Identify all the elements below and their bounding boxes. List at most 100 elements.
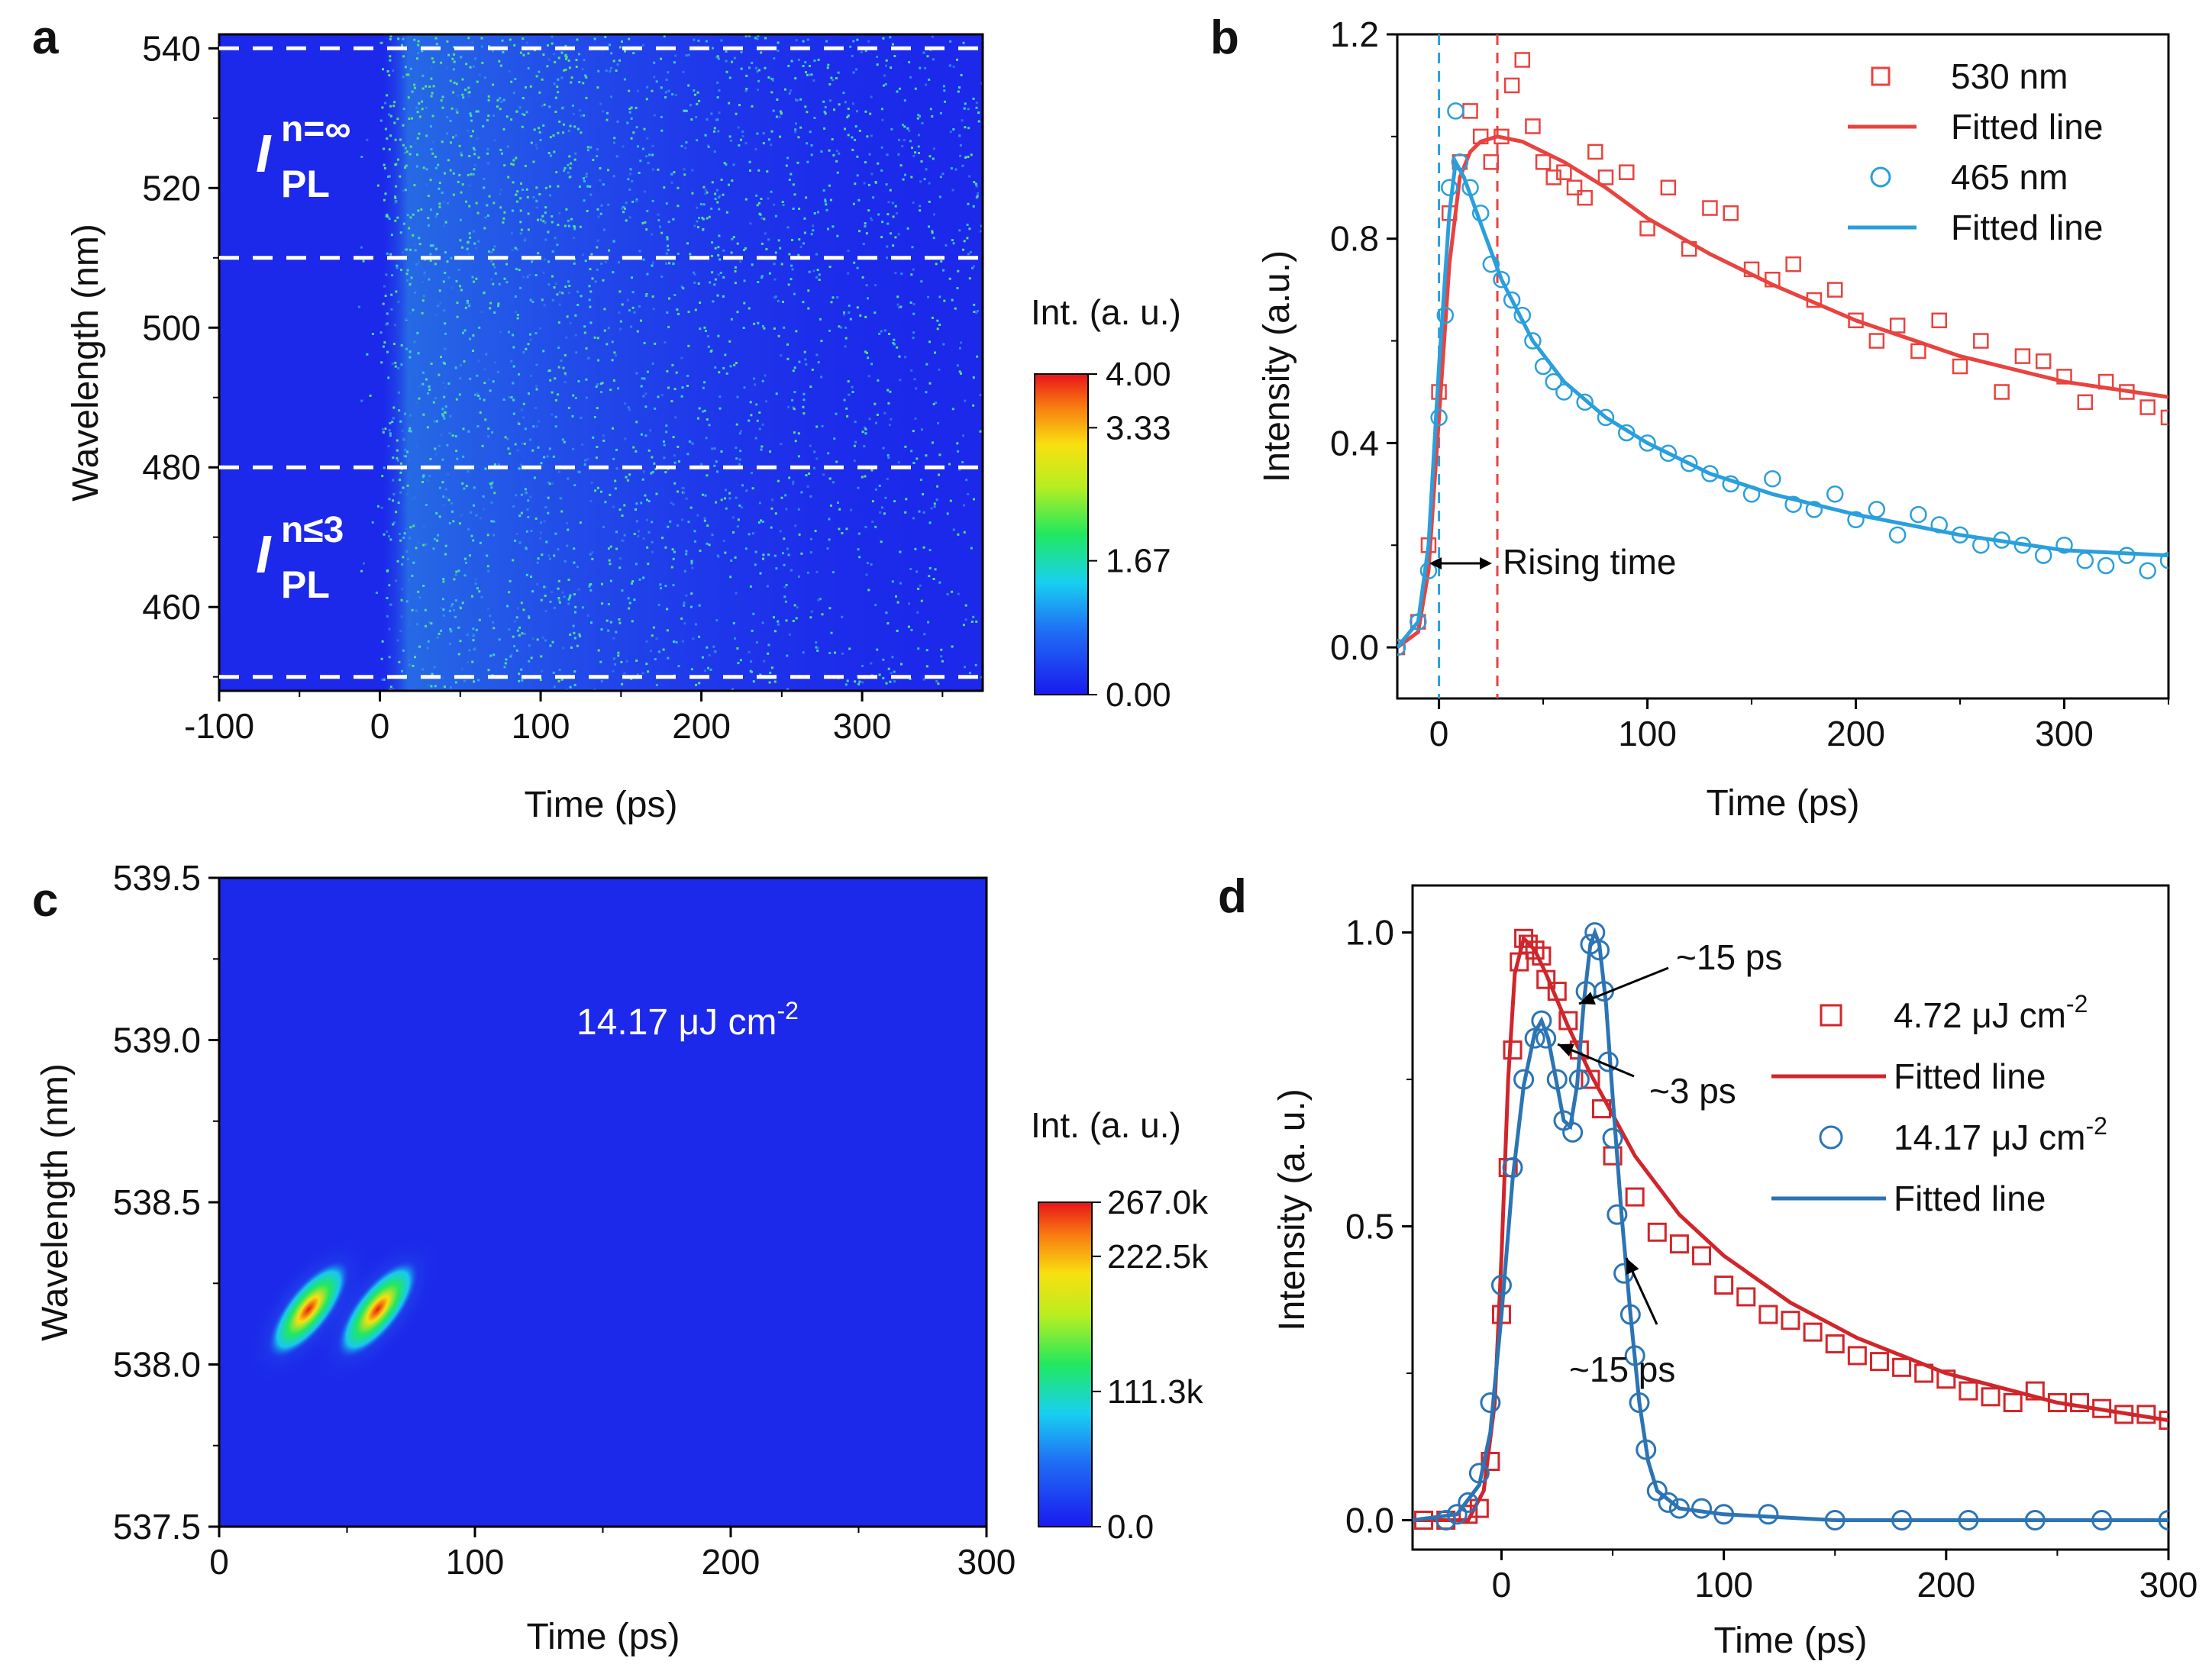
noise-speckle	[570, 162, 573, 165]
noise-speckle	[738, 432, 741, 435]
noise-speckle	[914, 87, 917, 90]
noise-speckle	[754, 437, 757, 440]
noise-speckle	[624, 437, 627, 440]
noise-speckle	[795, 617, 798, 620]
noise-speckle	[735, 592, 738, 595]
noise-speckle	[571, 104, 574, 107]
noise-speckle	[946, 592, 949, 595]
axis-d-xtick-label-0: 0	[1492, 1565, 1512, 1605]
point-530nm-24	[1702, 200, 1718, 216]
noise-speckle	[818, 279, 821, 281]
noise-speckle	[413, 496, 416, 498]
noise-speckle	[625, 660, 628, 663]
noise-speckle	[380, 361, 383, 364]
noise-speckle	[512, 505, 515, 508]
noise-speckle	[745, 74, 748, 77]
noise-speckle	[636, 330, 639, 333]
noise-speckle	[567, 59, 570, 62]
noise-speckle	[603, 308, 606, 311]
noise-speckle	[515, 110, 518, 113]
noise-speckle	[602, 434, 605, 437]
noise-speckle	[817, 211, 819, 214]
noise-speckle	[478, 326, 481, 329]
noise-speckle	[716, 294, 719, 297]
noise-speckle	[465, 561, 467, 564]
noise-speckle	[973, 265, 975, 268]
noise-speckle	[894, 205, 897, 208]
peak-2	[310, 1230, 446, 1389]
noise-speckle	[520, 602, 523, 605]
noise-speckle	[720, 498, 723, 502]
noise-speckle	[416, 623, 418, 626]
annotations-d: ~15 ps~3 ps~15 ps	[1557, 937, 1782, 1389]
noise-speckle	[611, 359, 614, 362]
noise-speckle	[463, 487, 466, 490]
noise-speckle	[389, 134, 392, 137]
noise-speckle	[813, 117, 816, 119]
noise-speckle	[718, 195, 721, 198]
noise-speckle	[890, 66, 893, 69]
noise-speckle	[427, 684, 430, 687]
noise-speckle	[975, 185, 978, 188]
noise-speckle	[815, 276, 818, 279]
noise-speckle	[447, 382, 450, 385]
noise-speckle	[437, 163, 440, 166]
noise-speckle	[750, 414, 753, 417]
noise-speckle	[392, 105, 396, 108]
noise-speckle	[785, 583, 788, 586]
noise-speckle	[923, 178, 926, 181]
noise-speckle	[848, 647, 851, 650]
noise-speckle	[835, 150, 838, 153]
noise-speckle	[870, 173, 873, 176]
noise-speckle	[841, 615, 844, 618]
noise-speckle	[428, 389, 431, 391]
noise-speckle	[591, 551, 594, 554]
noise-speckle	[786, 357, 790, 360]
noise-speckle	[657, 603, 660, 606]
noise-speckle	[783, 326, 786, 329]
noise-speckle	[864, 222, 867, 225]
noise-speckle	[620, 207, 623, 210]
noise-speckle	[569, 685, 572, 689]
noise-speckle	[499, 64, 502, 67]
noise-speckle	[625, 476, 628, 479]
noise-speckle	[757, 69, 760, 72]
noise-speckle	[601, 582, 603, 585]
noise-speckle	[406, 450, 408, 453]
noise-speckle	[942, 269, 945, 272]
noise-speckle	[864, 432, 867, 435]
noise-speckle	[665, 252, 668, 255]
noise-speckle	[666, 608, 669, 611]
noise-speckle	[516, 248, 518, 251]
noise-speckle	[416, 153, 418, 156]
noise-speckle	[708, 543, 711, 547]
noise-speckle	[518, 514, 522, 518]
noise-speckle	[551, 221, 554, 224]
noise-speckle	[406, 214, 409, 217]
noise-speckle	[757, 202, 760, 205]
noise-speckle	[478, 73, 481, 76]
noise-speckle	[430, 77, 433, 80]
noise-speckle	[851, 391, 854, 393]
noise-speckle	[494, 272, 497, 275]
noise-speckle	[519, 286, 522, 289]
noise-speckle	[889, 189, 892, 192]
noise-speckle	[961, 461, 964, 463]
noise-speckle	[543, 456, 546, 459]
noise-speckle	[599, 167, 602, 169]
noise-speckle	[722, 276, 725, 279]
noise-speckle	[972, 205, 975, 208]
noise-speckle	[798, 208, 801, 210]
noise-speckle	[612, 60, 615, 63]
noise-speckle	[626, 298, 629, 302]
noise-speckle	[680, 144, 683, 147]
noise-speckle	[804, 61, 807, 64]
noise-speckle	[542, 350, 545, 353]
noise-speckle	[919, 205, 922, 208]
noise-speckle	[889, 36, 892, 39]
noise-speckle	[567, 224, 570, 227]
noise-speckle	[459, 218, 462, 221]
noise-speckle	[609, 44, 611, 47]
noise-speckle	[909, 301, 912, 304]
